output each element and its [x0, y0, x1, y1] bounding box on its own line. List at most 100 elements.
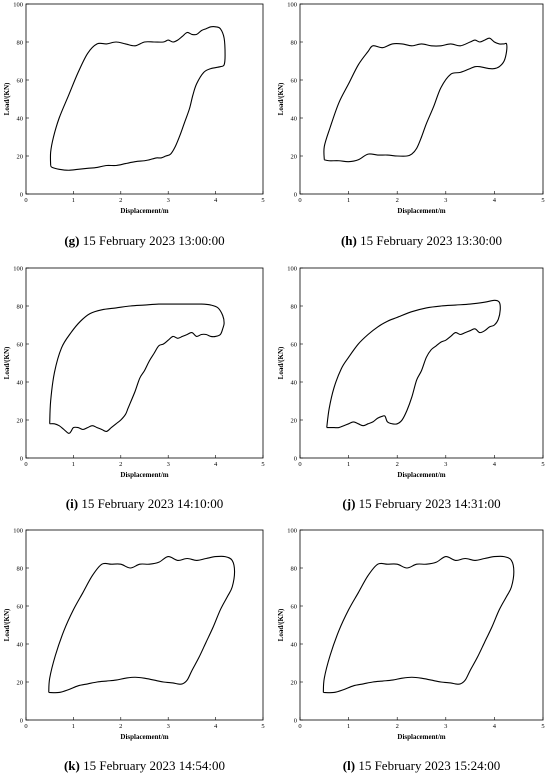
panel-caption: (i) 15 February 2023 14:10:00: [66, 496, 223, 511]
x-tick-label: 5: [541, 461, 544, 468]
x-tick-label: 2: [119, 461, 122, 468]
x-tick-label: 2: [396, 197, 399, 204]
y-tick-label: 0: [294, 191, 297, 198]
x-tick-label: 2: [119, 197, 122, 204]
plot-frame: [25, 529, 264, 721]
hysteresis-loop-line: [322, 555, 515, 694]
hysteresis-loop-line: [323, 37, 508, 163]
y-tick-label: 80: [291, 303, 298, 310]
x-tick-label: 1: [72, 197, 75, 204]
x-tick-label: 4: [493, 461, 497, 468]
x-tick-label: 3: [444, 197, 447, 204]
caption-text: 15 February 2023 14:31:00: [355, 496, 500, 511]
x-axis-label: Displacement/m: [397, 207, 445, 215]
x-tick-label: 4: [493, 723, 497, 730]
y-tick-label: 100: [13, 1, 23, 8]
y-tick-label: 40: [17, 115, 24, 122]
y-tick-label: 0: [20, 455, 23, 462]
y-tick-label: 80: [17, 565, 24, 572]
x-tick-label: 1: [347, 197, 350, 204]
y-axis-label: Load/(KN): [3, 346, 11, 379]
y-tick-label: 40: [17, 641, 24, 648]
x-tick-label: 3: [167, 461, 170, 468]
hysteresis-loop-line: [326, 299, 501, 429]
caption-text: 15 February 2023 14:10:00: [78, 496, 223, 511]
y-tick-label: 40: [291, 115, 298, 122]
x-tick-label: 0: [24, 723, 27, 730]
y-axis-label: Load/(KN): [277, 346, 285, 379]
x-axis-label: Displacement/m: [397, 733, 445, 741]
y-tick-label: 100: [287, 527, 297, 534]
plot-frame: [299, 267, 544, 459]
x-tick-label: 5: [261, 723, 264, 730]
x-axis-label: Displacement/m: [397, 471, 445, 479]
x-tick-label: 1: [72, 461, 75, 468]
y-tick-label: 40: [291, 641, 298, 648]
x-tick-label: 2: [396, 461, 399, 468]
y-tick-label: 20: [291, 153, 298, 160]
y-tick-label: 80: [291, 565, 298, 572]
chart-panel: 0 1 2 3 4 5 0 20 40 60 80 100 Displacement/m Load/(KN…: [277, 1, 545, 248]
hysteresis-loop-line: [49, 26, 226, 171]
x-tick-label: 1: [347, 461, 350, 468]
x-tick-label: 3: [444, 723, 447, 730]
y-tick-label: 0: [20, 191, 23, 198]
y-axis-label: Load/(KN): [3, 82, 11, 115]
y-tick-label: 100: [287, 265, 297, 272]
caption-text: 15 February 2023 14:54:00: [80, 758, 225, 773]
x-tick-label: 1: [72, 723, 75, 730]
y-tick-label: 0: [294, 455, 297, 462]
caption-letter: (g): [64, 233, 79, 248]
chart-panel: 0 1 2 3 4 5 0 20 40 60 80 100 Displacement/m Load/(KN…: [277, 527, 545, 773]
y-tick-label: 80: [291, 39, 298, 46]
y-tick-label: 0: [294, 717, 297, 724]
x-tick-label: 1: [347, 723, 350, 730]
panel-caption: (j) 15 February 2023 14:31:00: [342, 496, 500, 511]
y-tick-label: 60: [17, 341, 24, 348]
x-tick-label: 3: [167, 723, 170, 730]
chart-panel: 0 1 2 3 4 5 0 20 40 60 80 100 Displacement/m Load/(KN…: [3, 527, 265, 773]
plot-frame: [299, 3, 544, 195]
x-tick-label: 0: [24, 461, 27, 468]
y-tick-label: 60: [17, 603, 24, 610]
caption-letter: (h): [341, 233, 357, 248]
caption-letter: (l): [343, 758, 355, 773]
y-tick-label: 20: [17, 679, 24, 686]
y-tick-label: 60: [291, 603, 298, 610]
y-axis-label: Load/(KN): [3, 608, 11, 641]
x-tick-label: 4: [214, 461, 218, 468]
y-tick-label: 100: [13, 527, 23, 534]
y-tick-label: 20: [17, 153, 24, 160]
x-tick-label: 0: [24, 197, 27, 204]
caption-text: 15 February 2023 13:00:00: [80, 233, 225, 248]
chart-panel: 0 1 2 3 4 5 0 20 40 60 80 100 Displacement/m Load/(KN…: [3, 1, 265, 248]
x-tick-label: 4: [493, 197, 497, 204]
panel-caption: (h) 15 February 2023 13:30:00: [341, 233, 502, 248]
plot-frame: [299, 529, 544, 721]
hysteresis-loop-line: [48, 555, 236, 694]
caption-letter: (j): [342, 496, 355, 511]
plot-frame: [25, 3, 264, 195]
y-tick-label: 60: [291, 77, 298, 84]
hysteresis-loop-line: [49, 303, 225, 434]
x-tick-label: 5: [261, 461, 264, 468]
chart-panel: 0 1 2 3 4 5 0 20 40 60 80 100 Displacement/m Load/(KN…: [277, 265, 545, 511]
x-tick-label: 5: [541, 723, 544, 730]
panel-caption: (l) 15 February 2023 15:24:00: [343, 758, 500, 773]
y-tick-label: 100: [13, 265, 23, 272]
caption-letter: (k): [64, 758, 80, 773]
x-tick-label: 2: [119, 723, 122, 730]
caption-text: 15 February 2023 13:30:00: [357, 233, 502, 248]
x-tick-label: 0: [298, 723, 301, 730]
panel-caption: (k) 15 February 2023 14:54:00: [64, 758, 225, 773]
panel-caption: (g) 15 February 2023 13:00:00: [64, 233, 224, 248]
y-tick-label: 20: [291, 679, 298, 686]
y-tick-label: 60: [291, 341, 298, 348]
x-tick-label: 2: [396, 723, 399, 730]
y-tick-label: 0: [20, 717, 23, 724]
x-axis-label: Displacement/m: [120, 207, 168, 215]
plot-frame: [25, 267, 264, 459]
y-tick-label: 40: [291, 379, 298, 386]
x-axis-label: Displacement/m: [120, 733, 168, 741]
